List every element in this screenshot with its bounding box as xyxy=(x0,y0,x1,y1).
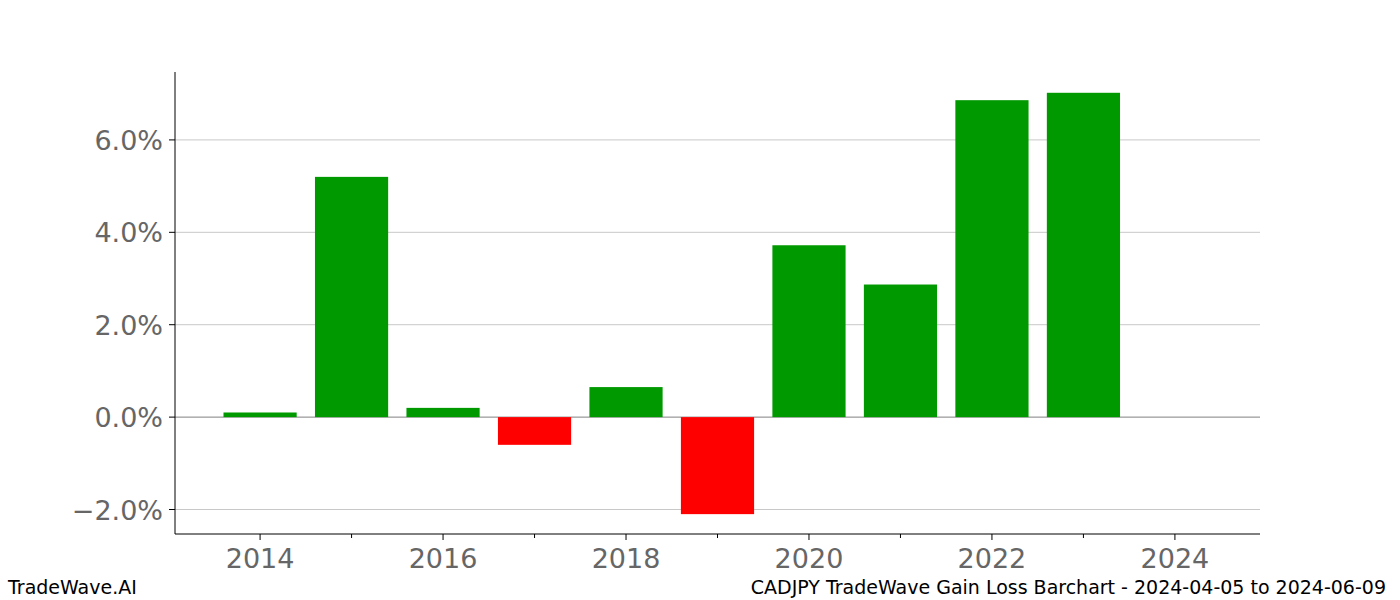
bar xyxy=(589,387,662,417)
y-tick xyxy=(169,324,175,325)
x-tick xyxy=(808,534,809,540)
x-tick xyxy=(260,534,261,540)
x-minor-tick xyxy=(1083,534,1084,538)
x-tick xyxy=(1174,534,1175,540)
x-tick-label: 2018 xyxy=(592,543,661,574)
x-tick-label: 2020 xyxy=(775,543,844,574)
x-minor-tick xyxy=(534,534,535,538)
y-tick xyxy=(169,417,175,418)
x-tick-label: 2016 xyxy=(409,543,478,574)
bar xyxy=(1047,93,1120,417)
x-tick xyxy=(443,534,444,540)
x-minor-tick xyxy=(717,534,718,538)
x-tick-label: 2022 xyxy=(958,543,1027,574)
y-axis xyxy=(175,72,176,534)
bar xyxy=(223,412,296,417)
bar xyxy=(406,408,479,417)
y-tick-label: 0.0% xyxy=(94,402,163,433)
bar xyxy=(772,245,845,417)
chart: −2.0% 0.0% 2.0% 4.0% 6.0% 2014 2016 2018 2020 202… xyxy=(0,0,1400,600)
x-tick-label: 2024 xyxy=(1141,543,1210,574)
x-tick xyxy=(991,534,992,540)
y-tick xyxy=(169,509,175,510)
bar xyxy=(315,177,388,417)
bar xyxy=(955,100,1028,417)
y-tick xyxy=(169,232,175,233)
x-tick-label: 2014 xyxy=(226,543,295,574)
watermark: TradeWave.AI xyxy=(7,576,137,598)
bar xyxy=(498,417,571,445)
bar xyxy=(864,285,937,418)
x-minor-tick xyxy=(900,534,901,538)
y-tick-label: 2.0% xyxy=(94,310,163,341)
title: CADJPY TradeWave Gain Loss Barchart - 20… xyxy=(751,576,1386,598)
y-tick-label: 4.0% xyxy=(94,217,163,248)
x-tick xyxy=(626,534,627,540)
y-tick-label: 6.0% xyxy=(94,125,163,156)
x-minor-tick xyxy=(351,534,352,538)
y-tick xyxy=(169,139,175,140)
bar xyxy=(681,417,754,514)
bars xyxy=(223,93,1120,514)
y-tick-label: −2.0% xyxy=(72,495,163,526)
